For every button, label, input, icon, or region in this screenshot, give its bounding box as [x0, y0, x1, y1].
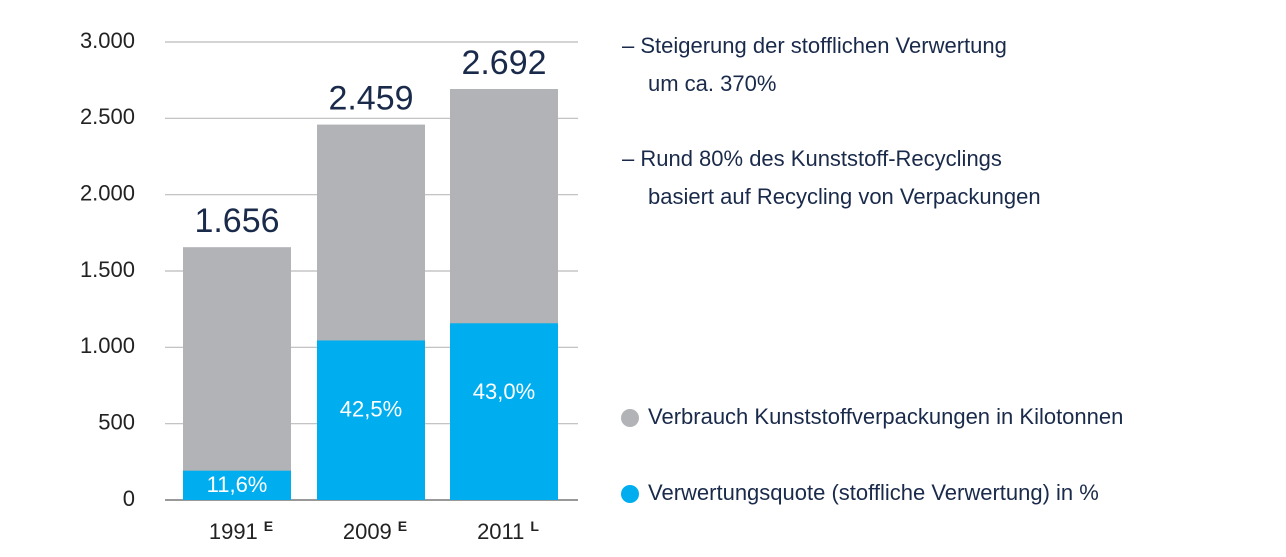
quota-label: 42,5%: [340, 396, 402, 421]
x-tick-label: 1991 E: [209, 518, 273, 544]
total-label: 1.656: [194, 202, 279, 240]
category: 1991: [209, 519, 258, 544]
y-tick-label: 3.000: [80, 28, 135, 53]
legend-marker: [621, 409, 639, 427]
y-tick-label: 500: [98, 409, 135, 434]
x-tick-label: 2009 E: [343, 518, 407, 544]
bar-recycled: [183, 470, 291, 500]
annotation: um ca. 370%: [648, 71, 776, 96]
category: 2011: [477, 519, 524, 544]
bar-recycled: [450, 323, 558, 500]
annotation: – Rund 80% des Kunststoff-Recyclings: [622, 146, 1002, 171]
x-tick-label: 2011 L: [477, 518, 539, 544]
y-tick-label: 2.000: [80, 180, 135, 205]
total-label: 2.692: [461, 44, 546, 82]
y-tick-label: 0: [123, 486, 135, 511]
annotation: basiert auf Recycling von Verpackungen: [648, 184, 1041, 209]
y-tick-label: 1.500: [80, 257, 135, 282]
annotation: – Steigerung der stofflichen Verwertung: [622, 33, 1007, 58]
category-note: E: [398, 518, 407, 534]
legend-label: Verbrauch Kunststoffverpackungen in Kilo…: [648, 404, 1123, 429]
y-tick-label: 2.500: [80, 104, 135, 129]
category: 2009: [343, 519, 392, 544]
legend-marker: [621, 485, 639, 503]
quota-label: 11,6%: [207, 472, 268, 497]
bar-total: [183, 247, 291, 500]
total-label: 2.459: [328, 80, 413, 118]
legend-label: Verwertungsquote (stoffliche Verwertung)…: [648, 480, 1099, 505]
bar-recycled: [317, 340, 425, 500]
category-note: E: [264, 518, 273, 534]
y-tick-label: 1.000: [80, 333, 135, 358]
category-note: L: [530, 518, 539, 534]
quota-label: 43,0%: [473, 379, 535, 404]
